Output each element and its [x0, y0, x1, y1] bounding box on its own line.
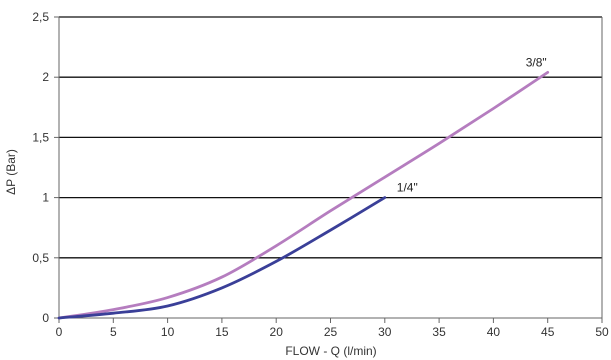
y-axis-title: ΔP (Bar): [4, 149, 18, 195]
y-tick-label-3: 1,5: [32, 130, 49, 144]
x-tick-label-10: 50: [595, 325, 609, 339]
x-tick-label-6: 30: [378, 325, 392, 339]
x-axis-title: FLOW - Q (l/min): [285, 344, 376, 358]
label-layer: 0 0,5 1 1,5 2 2,5 0 5 10 15 20 25 30 35 40 45 50 1/4" 3/8": [32, 10, 609, 339]
x-tick-label-4: 20: [270, 325, 284, 339]
series-label-0: 1/4": [397, 181, 418, 195]
grid-layer: [59, 16, 602, 259]
x-tick-label-2: 10: [161, 325, 175, 339]
y-tick-label-2: 1: [42, 191, 49, 205]
x-tick-label-1: 5: [110, 325, 117, 339]
y-tick-label-5: 2,5: [32, 10, 49, 24]
x-tick-label-0: 0: [56, 325, 63, 339]
x-tick-label-7: 35: [432, 325, 446, 339]
x-tick-label-8: 40: [487, 325, 501, 339]
axis-layer: [54, 16, 603, 323]
y-tick-label-0: 0: [42, 311, 49, 325]
y-tick-label-4: 2: [42, 70, 49, 84]
x-tick-label-5: 25: [324, 325, 338, 339]
series-line-0: [57, 196, 387, 320]
series-layer: [57, 70, 550, 320]
y-tick-label-1: 0,5: [32, 251, 49, 265]
series-label-1: 3/8": [526, 55, 547, 69]
x-tick-label-9: 45: [541, 325, 555, 339]
x-tick-label-3: 15: [215, 325, 229, 339]
series-line-1: [57, 70, 550, 320]
